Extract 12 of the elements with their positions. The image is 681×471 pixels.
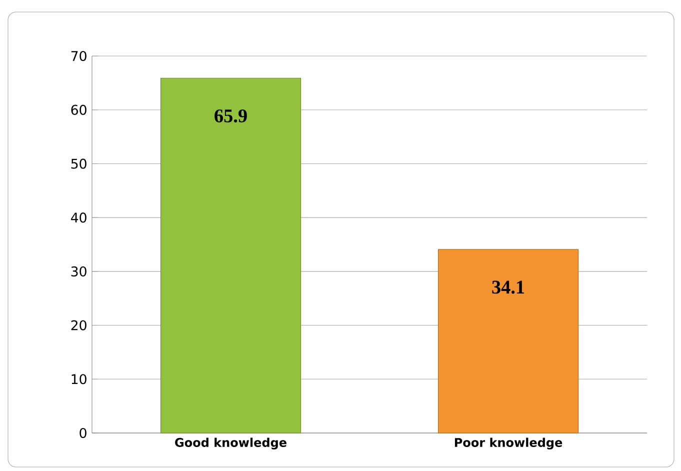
data-label: 65.9 — [214, 109, 247, 122]
x-tick-label: Poor knowledge — [454, 438, 562, 450]
y-tick-label: 50 — [71, 158, 86, 169]
y-tick-label: 60 — [71, 104, 86, 115]
y-tick-label: 0 — [80, 428, 86, 438]
y-tick-label: 40 — [70, 212, 86, 223]
x-tick-label: Good knowledge — [175, 438, 286, 450]
y-tick-label: 70 — [71, 50, 86, 62]
y-tick-label: 20 — [71, 320, 86, 330]
data-label: 34.1 — [492, 280, 524, 294]
y-tick-label: 10 — [72, 374, 86, 384]
y-tick-label: 30 — [71, 266, 86, 276]
